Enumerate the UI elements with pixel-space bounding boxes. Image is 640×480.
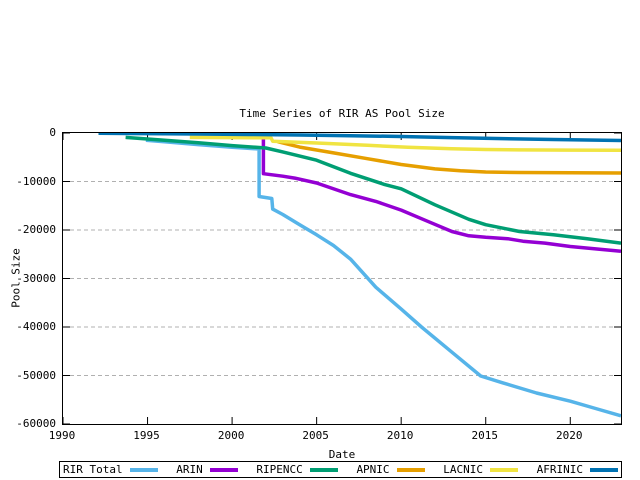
- series-line-apnic: [277, 140, 621, 175]
- y-tick-label: -20000: [16, 223, 56, 236]
- legend-item-lacnic: LACNIC: [443, 463, 518, 476]
- y-tick-label: -10000: [16, 174, 56, 188]
- legend-swatch: [129, 467, 158, 472]
- legend-swatch: [589, 467, 618, 472]
- x-tick-label: 2020: [556, 429, 583, 442]
- legend: RIR Total ARIN RIPENCC APNIC LACNIC AFRINIC: [59, 461, 622, 478]
- x-axis-title: Date: [328, 448, 356, 461]
- legend-swatch: [489, 467, 518, 472]
- x-tick-label: 2015: [471, 429, 498, 442]
- y-tick-label: -60000: [16, 417, 56, 430]
- x-tick-label: 1990: [48, 429, 76, 442]
- series-line-lacnic: [189, 135, 621, 152]
- legend-swatch: [396, 467, 425, 472]
- plot-svg: [63, 133, 621, 424]
- legend-swatch: [209, 467, 238, 472]
- legend-item-rir-total: RIR Total: [63, 463, 158, 476]
- series-line-ripencc: [125, 135, 621, 245]
- legend-item-ripencc: RIPENCC: [256, 463, 338, 476]
- legend-swatch: [309, 467, 338, 472]
- legend-label: APNIC: [356, 463, 390, 476]
- x-tick-label: 2000: [217, 429, 245, 442]
- legend-label: RIR Total: [63, 463, 123, 476]
- y-tick-label: -40000: [16, 320, 56, 333]
- y-tick-label: -50000: [16, 368, 56, 382]
- legend-label: AFRINIC: [536, 463, 583, 476]
- y-tick-label: 0: [49, 126, 56, 139]
- x-tick-label: 1995: [133, 429, 160, 442]
- legend-label: RIPENCC: [256, 463, 303, 476]
- series-line-afrinic: [98, 133, 621, 143]
- plot-area: [62, 132, 622, 425]
- legend-item-apnic: APNIC: [356, 463, 425, 476]
- series-line-arin: [261, 137, 621, 254]
- y-tick-label: -30000: [16, 271, 56, 285]
- x-tick-label: 2010: [386, 429, 414, 442]
- legend-label: ARIN: [176, 463, 203, 476]
- x-tick-label: 2005: [302, 429, 329, 442]
- legend-item-afrinic: AFRINIC: [537, 463, 618, 476]
- chart-title: Time Series of RIR AS Pool Size: [239, 107, 445, 120]
- legend-item-arin: ARIN: [176, 463, 238, 476]
- legend-label: LACNIC: [443, 463, 483, 476]
